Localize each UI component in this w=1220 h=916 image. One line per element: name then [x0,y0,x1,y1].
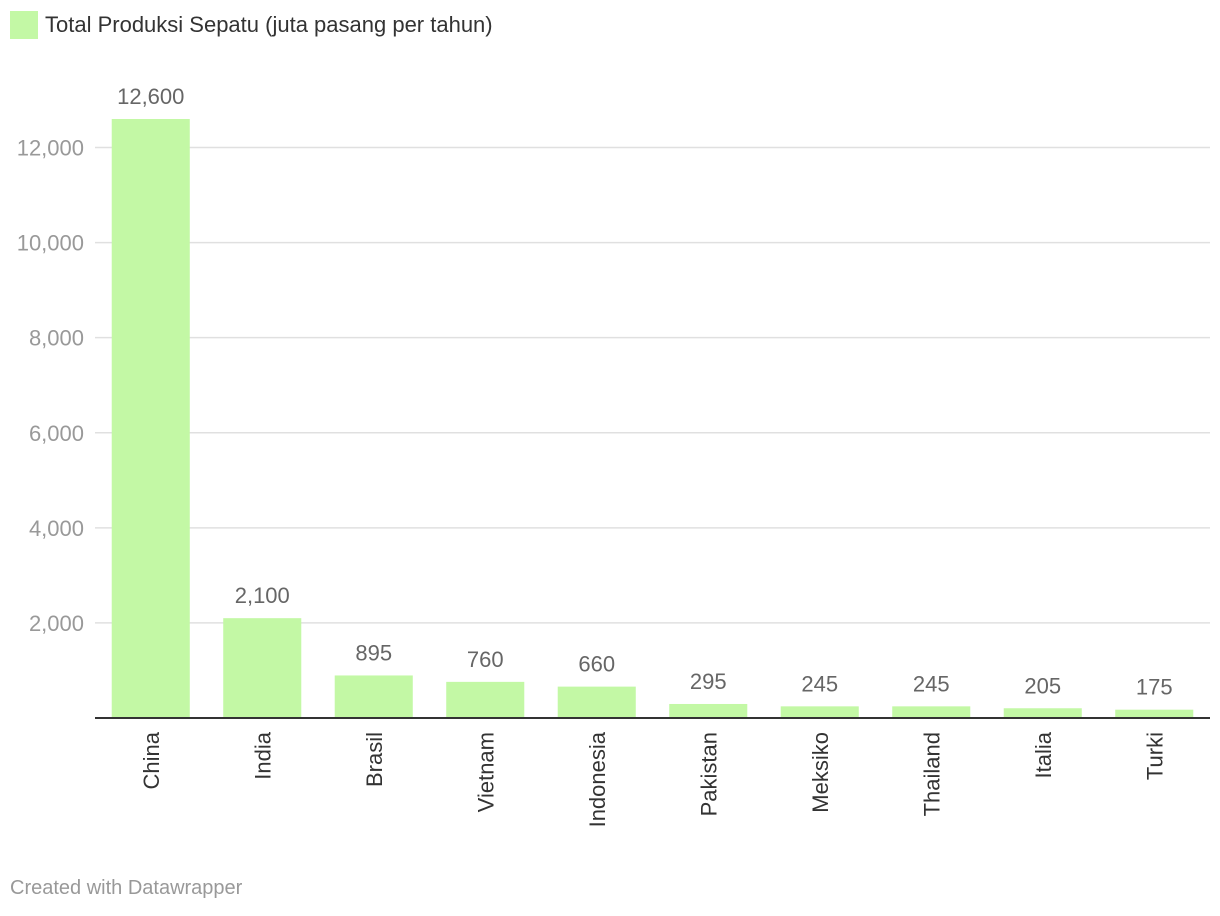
legend-label: Total Produksi Sepatu (juta pasang per t… [45,12,493,37]
category-label-italia: Italia [1031,731,1056,778]
category-label-china: China [139,731,164,789]
bar-italia [1003,708,1082,718]
bar-indonesia [557,686,636,718]
bar-thailand [892,706,971,718]
value-label-turki: 175 [1136,675,1173,700]
bar-meksiko [780,706,859,718]
category-label-brasil: Brasil [362,732,387,787]
bars [111,119,1194,718]
value-label-india: 2,100 [235,583,290,608]
value-label-china: 12,600 [117,84,184,109]
value-label-vietnam: 760 [467,647,504,672]
value-label-brasil: 895 [355,640,392,665]
category-label-meksiko: Meksiko [808,732,833,813]
y-tick-label: 8,000 [29,326,84,351]
category-label-indonesia: Indonesia [585,731,610,827]
value-label-pakistan: 295 [690,669,727,694]
bar-india [223,618,302,718]
x-axis-category-labels: China India Brasil Vietnam Indonesia Pakistan… [139,731,1168,827]
credit-text: Created with Datawrapper [10,877,243,899]
y-tick-label: 6,000 [29,421,84,446]
y-tick-label: 4,000 [29,516,84,541]
y-axis-tick-labels: 2,000 4,000 6,000 8,000 10,000 12,000 [17,136,84,636]
category-label-turki: Turki [1142,732,1167,780]
gridlines [95,146,1210,624]
value-label-thailand: 245 [913,671,950,696]
legend: Total Produksi Sepatu (juta pasang per t… [10,10,493,40]
value-labels: 12,600 2,100 895 760 660 295 245 245 205 175 [117,84,1173,700]
value-label-meksiko: 245 [801,671,838,696]
value-label-italia: 205 [1024,673,1061,698]
category-label-pakistan: Pakistan [696,732,721,816]
value-label-indonesia: 660 [578,652,615,677]
y-tick-label: 12,000 [17,136,84,161]
category-label-india: India [250,731,275,779]
bar-vietnam [446,681,525,718]
bar-pakistan [669,703,748,718]
category-label-thailand: Thailand [919,732,944,816]
y-tick-label: 2,000 [29,611,84,636]
y-tick-label: 10,000 [17,231,84,256]
bar-china [111,119,190,718]
bar-brasil [334,675,413,718]
legend-swatch [10,11,38,39]
bar-turki [1115,709,1194,718]
category-label-vietnam: Vietnam [473,732,498,812]
